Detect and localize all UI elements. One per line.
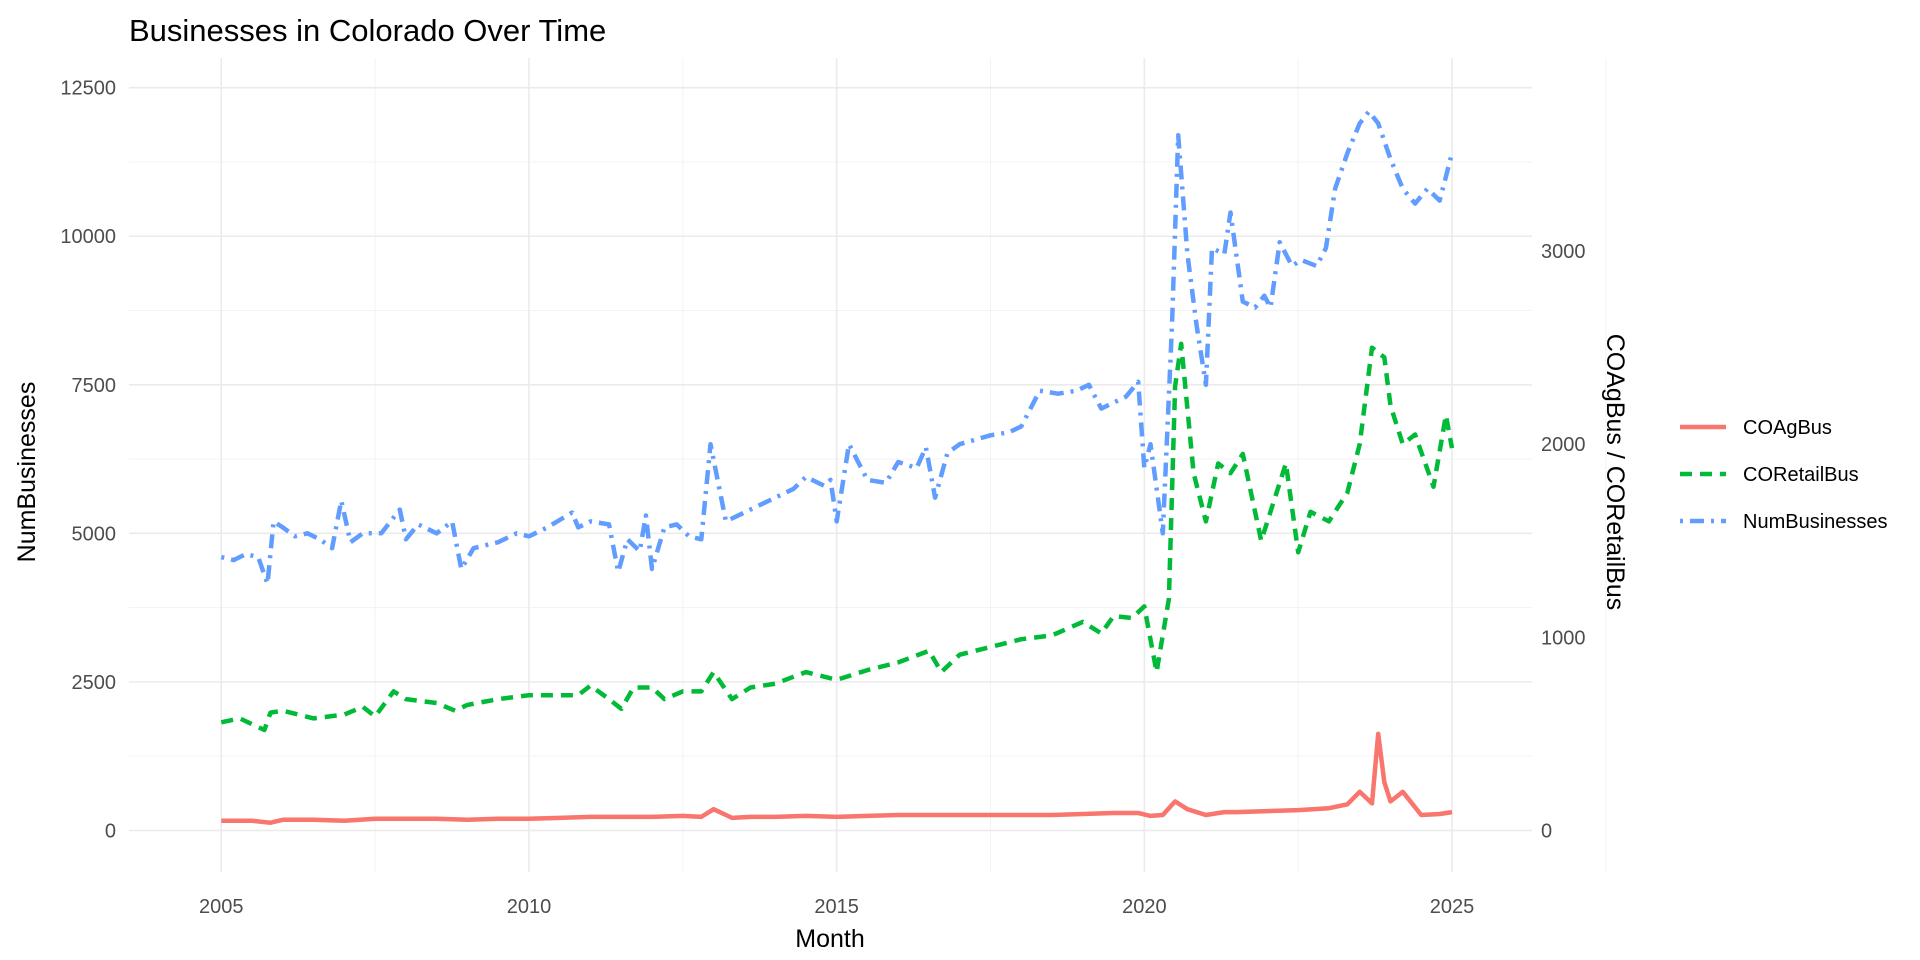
y-tick-label: 12500 (60, 78, 116, 100)
x-tick-label: 2015 (814, 896, 859, 918)
series-line-coagbus (221, 731, 1453, 825)
y-tick-label: 2500 (72, 672, 117, 694)
x-axis-title: Month (795, 925, 864, 953)
y2-tick-label: 1000 (1541, 627, 1586, 649)
series-line-coretailbus (220, 341, 1455, 733)
y2-tick-label: 3000 (1541, 241, 1586, 263)
y-tick-label: 5000 (72, 523, 117, 545)
legend-label: NumBusinesses (1743, 511, 1888, 533)
y2-tick-label: 2000 (1541, 434, 1586, 456)
y-tick-label: 0 (105, 820, 116, 842)
y-tick-label: 10000 (60, 226, 116, 248)
x-tick-label: 2005 (199, 896, 244, 918)
y-tick-label: 7500 (72, 375, 117, 397)
grid (129, 58, 1607, 872)
x-tick-label: 2020 (1122, 896, 1167, 918)
y-axis-right: 0 1000 2000 3000 (1541, 241, 1586, 842)
series-layer (220, 109, 1455, 825)
x-tick-label: 2025 (1430, 896, 1475, 918)
legend-label: COAgBus (1743, 417, 1832, 439)
y-axis-title: NumBusinesses (13, 382, 41, 563)
y-axis-left: 0 2500 5000 7500 10000 12500 (60, 78, 116, 843)
x-axis: 2005 2010 2015 2020 2025 (199, 896, 1474, 918)
series-line-numbusinesses (220, 109, 1455, 587)
y2-tick-label: 0 (1541, 820, 1552, 842)
legend: COAgBus CORetailBus NumBusinesses (1680, 417, 1888, 533)
x-tick-label: 2010 (507, 896, 552, 918)
y2-axis-title: COAgBus / CORetailBus (1601, 334, 1629, 611)
legend-label: CORetailBus (1743, 464, 1859, 486)
chart-title: Businesses in Colorado Over Time (129, 13, 606, 48)
